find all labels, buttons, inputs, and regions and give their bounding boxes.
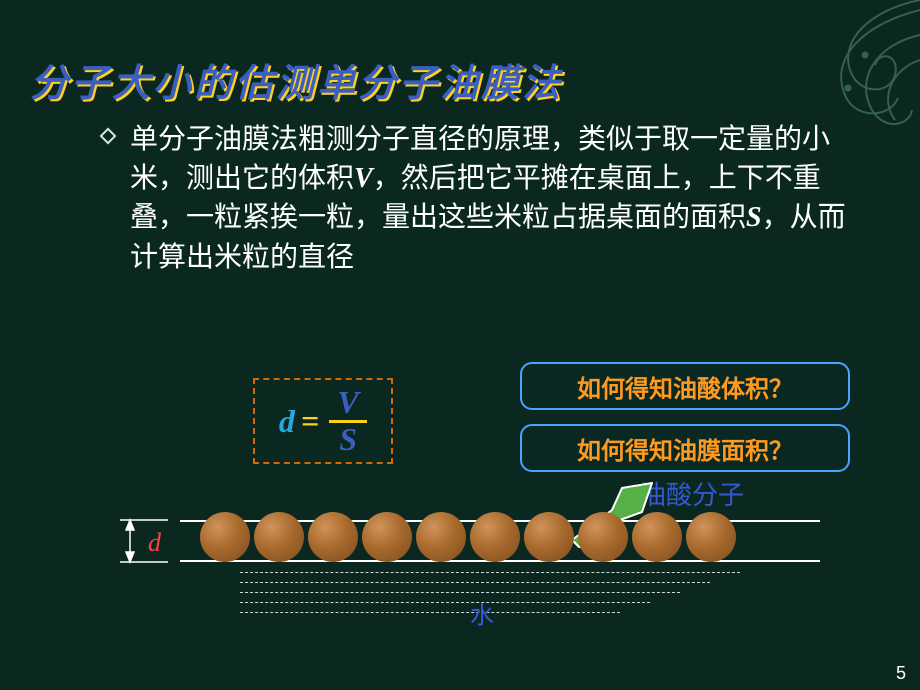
molecule-ball — [632, 512, 682, 562]
question-volume: 如何得知油酸体积？ — [520, 362, 850, 410]
water-line — [240, 602, 650, 603]
molecule-ball — [416, 512, 466, 562]
formula-denominator: S — [339, 423, 357, 457]
molecule-ball — [254, 512, 304, 562]
molecule-ball — [200, 512, 250, 562]
molecule-ball — [524, 512, 574, 562]
molecule-ball — [686, 512, 736, 562]
molecule-diagram: d 水 — [120, 500, 820, 670]
label-water: 水 — [470, 595, 494, 630]
formula-numerator: V — [337, 386, 358, 420]
water-line — [240, 572, 740, 573]
page-number: 5 — [896, 663, 906, 684]
formula: d = V S — [279, 386, 367, 456]
body-paragraph: 单分子油膜法粗测分子直径的原理，类似于取一定量的小米，测出它的体积V，然后把它平… — [130, 120, 850, 277]
formula-fraction: V S — [329, 386, 367, 456]
diamond-bullet-icon — [100, 128, 117, 145]
var-s: S — [746, 202, 762, 233]
slide-title: 分子大小的估测单分子油膜法 — [30, 52, 563, 107]
molecule-ball — [308, 512, 358, 562]
dimension-bracket — [120, 518, 170, 564]
water-line — [240, 592, 680, 593]
question-area: 如何得知油膜面积？ — [520, 424, 850, 472]
molecule-ball — [578, 512, 628, 562]
water-line — [240, 612, 620, 613]
formula-eq: = — [301, 403, 319, 440]
water-line — [240, 582, 710, 583]
molecule-ball — [362, 512, 412, 562]
formula-box: d = V S — [253, 378, 393, 464]
dimension-label-d: d — [148, 528, 161, 558]
molecule-row — [200, 512, 740, 562]
molecule-ball — [470, 512, 520, 562]
formula-d: d — [279, 403, 295, 440]
var-v: V — [354, 163, 373, 194]
